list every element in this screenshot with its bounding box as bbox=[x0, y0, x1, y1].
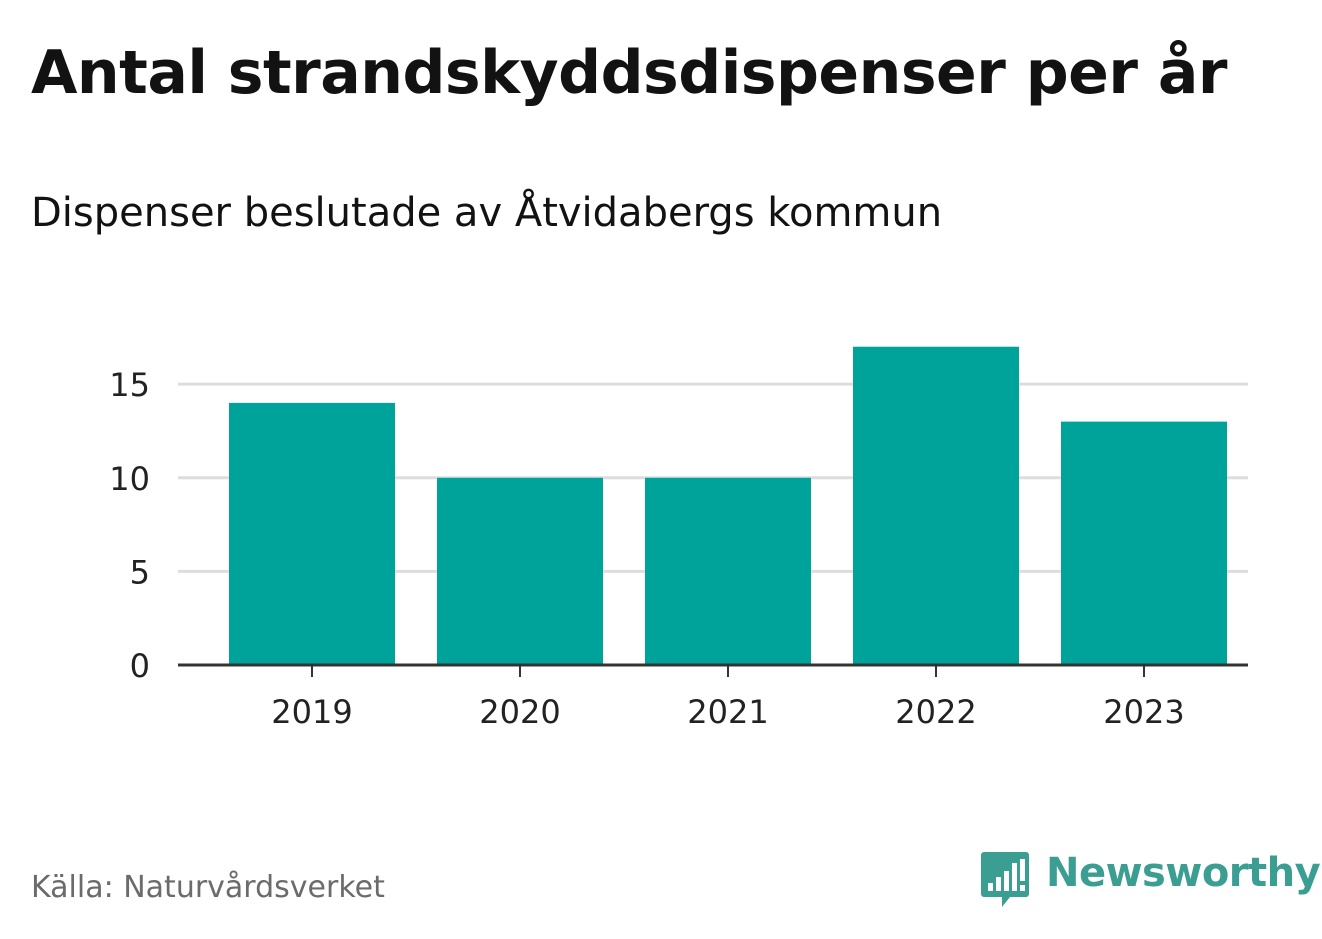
chart-title: Antal strandskyddsdispenser per år bbox=[31, 38, 1227, 108]
bars bbox=[229, 346, 1227, 665]
y-tick-label: 15 bbox=[109, 366, 150, 404]
y-tick-label: 10 bbox=[109, 460, 150, 498]
newsworthy-chart-bubble-icon bbox=[981, 852, 1029, 907]
logo-wordmark: Newsworthy bbox=[1046, 850, 1321, 896]
bar-2022 bbox=[853, 346, 1019, 665]
chart-subtitle: Dispenser beslutade av Åtvidabergs kommu… bbox=[31, 190, 943, 236]
bar-2021 bbox=[645, 477, 811, 665]
source-note: Källa: Naturvårdsverket bbox=[31, 870, 385, 905]
y-tick-label: 5 bbox=[130, 553, 150, 591]
x-tick-label: 2021 bbox=[687, 693, 768, 731]
x-tick-label: 2023 bbox=[1103, 693, 1184, 731]
x-tick-label: 2019 bbox=[271, 693, 352, 731]
x-tick-label: 2022 bbox=[895, 693, 976, 731]
bar-2019 bbox=[229, 402, 395, 665]
y-axis: 0 5 10 15 bbox=[109, 366, 150, 685]
y-tick-label: 0 bbox=[130, 647, 150, 685]
bar-2023 bbox=[1061, 421, 1227, 665]
newsworthy-logo: Newsworthy bbox=[980, 850, 1321, 914]
bar-2020 bbox=[437, 477, 603, 665]
x-tick-label: 2020 bbox=[479, 693, 560, 731]
x-axis: 2019 2020 2021 2022 2023 bbox=[178, 663, 1248, 731]
